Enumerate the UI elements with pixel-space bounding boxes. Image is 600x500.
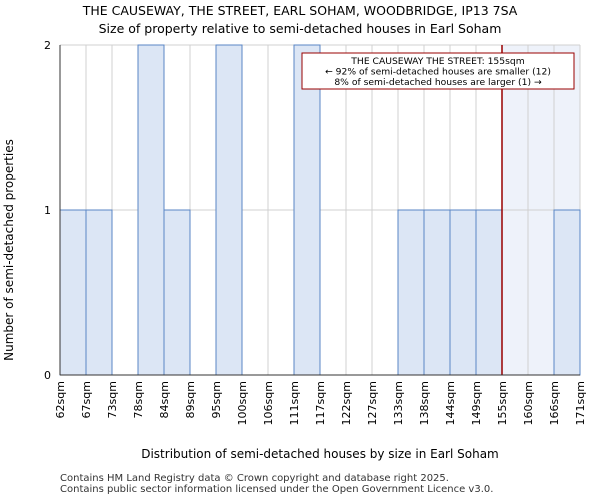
bar — [163, 209, 191, 376]
bar — [449, 209, 477, 376]
bar — [553, 209, 581, 376]
footer-copyright: Contains HM Land Registry data © Crown c… — [60, 473, 449, 484]
x-tick-label: 111sqm — [288, 381, 301, 425]
x-tick-label: 84sqm — [158, 381, 171, 418]
histogram-chart: THE CAUSEWAY THE STREET: 155sqm← 92% of … — [2, 39, 587, 461]
x-tick-label: 160sqm — [522, 381, 535, 425]
y-tick-label: 1 — [44, 204, 51, 217]
x-tick-label: 95sqm — [210, 381, 223, 418]
annotation-text: 8% of semi-detached houses are larger (1… — [334, 77, 542, 88]
x-tick-label: 117sqm — [314, 381, 327, 425]
x-tick-label: 78sqm — [132, 381, 145, 418]
bar — [59, 209, 87, 376]
x-tick-label: 100sqm — [236, 381, 249, 425]
x-tick-label: 133sqm — [392, 381, 405, 425]
chart-title: THE CAUSEWAY, THE STREET, EARL SOHAM, WO… — [82, 3, 518, 18]
y-tick-label: 2 — [44, 39, 51, 52]
x-tick-label: 166sqm — [548, 381, 561, 425]
x-tick-label: 127sqm — [366, 381, 379, 425]
bar — [293, 44, 321, 376]
annotation-text: THE CAUSEWAY THE STREET: 155sqm — [350, 56, 524, 67]
x-tick-label: 144sqm — [444, 381, 457, 425]
bar — [215, 44, 243, 376]
x-tick-label: 106sqm — [262, 381, 275, 425]
bar — [85, 209, 113, 376]
annotation-text: ← 92% of semi-detached houses are smalle… — [325, 67, 551, 78]
x-tick-label: 122sqm — [340, 381, 353, 425]
x-tick-label: 89sqm — [184, 381, 197, 418]
y-axis-title: Number of semi-detached properties — [2, 139, 16, 361]
x-axis-title: Distribution of semi-detached houses by … — [141, 447, 499, 461]
bar — [137, 44, 165, 376]
bar — [397, 209, 425, 376]
x-tick-label: 149sqm — [470, 381, 483, 425]
x-tick-label: 155sqm — [496, 381, 509, 425]
footer-licence: Contains public sector information licen… — [60, 484, 494, 495]
x-tick-label: 67sqm — [80, 381, 93, 418]
y-tick-label: 0 — [44, 369, 51, 382]
x-tick-label: 62sqm — [54, 381, 67, 418]
bar — [475, 209, 503, 376]
x-tick-label: 138sqm — [418, 381, 431, 425]
chart-subtitle: Size of property relative to semi-detach… — [98, 21, 502, 36]
annotation-box — [301, 52, 575, 90]
x-tick-label: 73sqm — [106, 381, 119, 418]
x-tick-label: 171sqm — [574, 381, 587, 425]
bar — [423, 209, 451, 376]
